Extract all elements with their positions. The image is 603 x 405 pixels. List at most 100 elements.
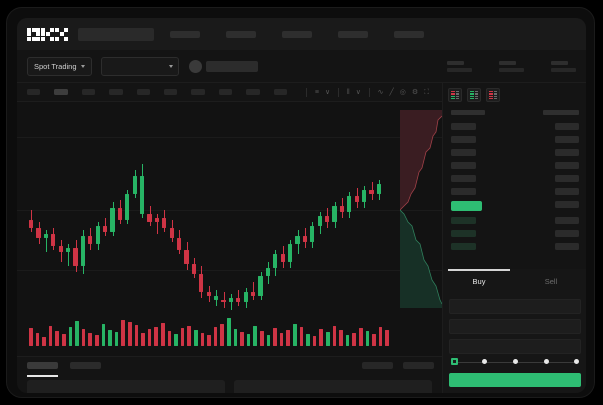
nav-item-1[interactable] (170, 30, 200, 38)
settings-icon[interactable]: ⚙ (411, 88, 419, 96)
orderbook-ask-row[interactable] (451, 175, 476, 182)
timeframe-button-8[interactable] (218, 89, 233, 95)
orders-tab-2[interactable] (70, 362, 101, 369)
volume-bar (35, 333, 40, 346)
orderbook-ask-row[interactable] (451, 188, 476, 195)
orderbook[interactable] (443, 107, 586, 273)
orders-card-1[interactable] (27, 380, 225, 393)
chevron-down-icon[interactable]: ∨ (324, 88, 331, 96)
candle-body (310, 226, 315, 242)
market-stats (447, 60, 576, 72)
magnet-icon[interactable]: ◎ (399, 88, 406, 96)
fullscreen-icon[interactable]: ⛶ (424, 88, 430, 96)
chevron-down-icon-pair (168, 64, 173, 68)
percent-node-50[interactable] (513, 359, 518, 364)
amount-field[interactable] (449, 319, 581, 334)
price-chart[interactable] (17, 102, 442, 356)
volume-bar (167, 331, 172, 346)
pencil-icon[interactable]: ╱ (389, 88, 394, 96)
candle-body (280, 254, 285, 262)
price-field[interactable] (449, 299, 581, 314)
pair-select[interactable] (100, 56, 179, 76)
nav-item-3[interactable] (282, 30, 312, 38)
percent-node-100[interactable] (574, 359, 579, 364)
orders-action-2[interactable] (403, 362, 434, 369)
orders-tab-1[interactable] (27, 362, 58, 369)
market-sub-header: Spot Trading (17, 50, 586, 83)
timeframe-button-2[interactable] (54, 89, 68, 95)
orders-action-1[interactable] (362, 362, 393, 369)
orderbook-value-row (555, 243, 579, 250)
tab-buy[interactable]: Buy (472, 276, 486, 286)
volume-bar (68, 327, 73, 346)
orderbook-ask-row[interactable] (451, 162, 476, 169)
indicators-icon[interactable]: ≡ (314, 88, 319, 96)
search-input[interactable] (78, 27, 154, 41)
pair-avatar (188, 59, 202, 73)
trading-mode-select[interactable]: Spot Trading (27, 56, 92, 76)
market-stat-2 (499, 60, 524, 72)
orderbook-bid-row[interactable] (451, 230, 476, 237)
volume-bar (42, 337, 46, 346)
orderbook-view-both-icon[interactable] (448, 88, 462, 102)
volume-bar (75, 321, 79, 346)
orders-panel (17, 356, 442, 393)
candle-body (243, 292, 248, 302)
volume-bar (55, 331, 59, 346)
toolbar-divider-1 (306, 87, 307, 97)
volume-bar (95, 335, 99, 346)
volume-bar (161, 323, 165, 346)
candle-body (228, 298, 233, 302)
timeframe-button-5[interactable] (136, 89, 151, 95)
nav-item-5[interactable] (394, 30, 424, 38)
nav-item-4[interactable] (338, 30, 368, 38)
candle-body (362, 190, 367, 202)
candle-body (354, 196, 359, 202)
orderbook-value-row (555, 162, 579, 169)
timeframe-button-9[interactable] (246, 89, 260, 95)
chevron-down-icon-2[interactable]: ∨ (355, 88, 361, 96)
orderbook-header-right (543, 110, 579, 115)
okx-logo-icon[interactable] (27, 27, 68, 41)
timeframe-button-1[interactable] (27, 89, 41, 95)
timeframe-button-3[interactable] (81, 89, 96, 95)
orderbook-bid-row[interactable] (451, 243, 476, 250)
percent-node-75[interactable] (544, 359, 549, 364)
tab-sell[interactable]: Sell (544, 276, 558, 286)
orderbook-ask-row[interactable] (451, 123, 476, 130)
volume-bar (154, 327, 158, 346)
orderbook-view-asks-icon[interactable] (486, 88, 500, 102)
percent-slider[interactable] (451, 358, 579, 366)
trendline-icon[interactable]: ∿ (377, 88, 384, 96)
timeframe-button-6[interactable] (164, 89, 178, 95)
orderbook-ask-row[interactable] (451, 149, 476, 156)
candle-body (191, 264, 196, 274)
submit-buy-button[interactable] (449, 373, 581, 387)
toolbar-divider-3 (368, 87, 370, 97)
orderbook-bid-row[interactable] (451, 217, 476, 224)
timeframe-button-7[interactable] (191, 89, 205, 95)
volume-bar (88, 333, 92, 346)
candlestick-series (17, 102, 442, 317)
nav-item-2[interactable] (226, 30, 256, 38)
chart-toolbar: ≡ ∨ ‖ ∨ ∿ ╱ ◎ ⚙ ⛶ (17, 83, 442, 102)
timeframe-button-10[interactable] (273, 89, 288, 95)
candle-body (169, 228, 174, 238)
orderbook-ask-row[interactable] (451, 136, 476, 143)
percent-node-25[interactable] (482, 359, 487, 364)
orders-card-2[interactable] (234, 380, 432, 393)
total-field[interactable] (449, 339, 581, 354)
buy-tab-underline (448, 269, 510, 271)
chart-gridline-0 (17, 137, 442, 138)
orders-tabs (27, 362, 101, 369)
percent-node-0[interactable] (451, 358, 458, 365)
candle-body (125, 194, 130, 220)
volume-bar (213, 327, 218, 346)
candle-wick (253, 282, 255, 300)
volume-series (17, 310, 442, 356)
candle-body (29, 220, 34, 228)
orderbook-view-bids-icon[interactable] (467, 88, 481, 102)
candle-body (214, 296, 219, 300)
chart-type-icon[interactable]: ‖ (346, 88, 350, 96)
timeframe-button-4[interactable] (109, 89, 123, 95)
